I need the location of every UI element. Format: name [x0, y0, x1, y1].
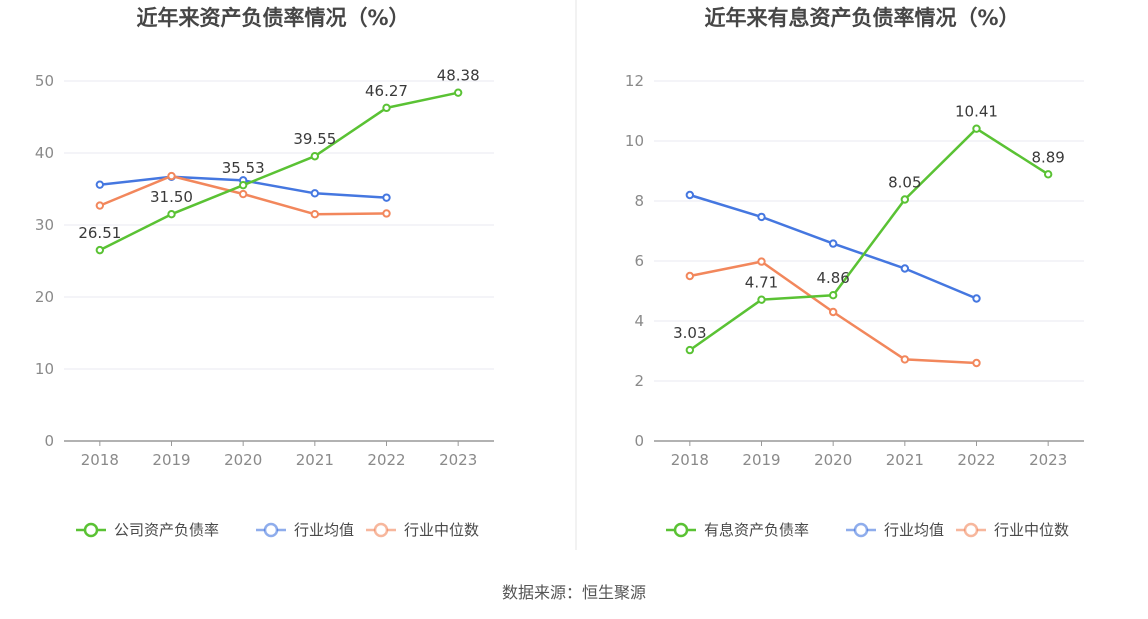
- legend-label: 行业中位数: [994, 521, 1069, 539]
- data-label: 10.41: [955, 103, 998, 121]
- data-point-company: [900, 195, 910, 204]
- data-label: 39.55: [293, 130, 336, 148]
- series-layer: [95, 88, 463, 255]
- x-tick-label: 2023: [1029, 451, 1067, 469]
- y-tick-label: 30: [35, 216, 54, 234]
- y-axis-ticks: 0 10 20 30 40 50: [35, 72, 54, 450]
- legend-marker-icon: [263, 522, 279, 538]
- x-tick-label: 2019: [152, 451, 190, 469]
- y-tick-label: 6: [634, 252, 644, 270]
- data-point-industry_avg: [310, 189, 320, 198]
- data-point-company: [828, 291, 838, 300]
- data-point-company: [382, 103, 391, 113]
- data-point-industry_median: [972, 358, 981, 368]
- x-tick-label: 2022: [367, 451, 405, 469]
- legend-marker-icon: [963, 522, 979, 538]
- x-tick-label: 2020: [814, 451, 852, 469]
- x-tick-label: 2021: [296, 451, 334, 469]
- y-tick-label: 12: [625, 72, 644, 90]
- y-tick-label: 0: [634, 432, 644, 450]
- grid-lines: [654, 80, 1084, 382]
- data-point-industry_median: [95, 201, 105, 210]
- legend-label: 行业均值: [884, 521, 944, 539]
- x-tick-label: 2018: [671, 451, 709, 469]
- data-point-company: [453, 88, 463, 97]
- legend-label: 行业中位数: [404, 521, 479, 539]
- data-point-company: [685, 345, 695, 355]
- data-label: 4.86: [816, 269, 849, 287]
- legend-label: 有息资产负债率: [704, 521, 809, 539]
- series-layer: [685, 124, 1053, 368]
- data-label: 3.03: [673, 324, 706, 342]
- legend-marker-icon: [83, 522, 99, 538]
- x-tick-label: 2022: [957, 451, 995, 469]
- y-tick-label: 40: [35, 144, 54, 162]
- y-tick-label: 10: [625, 132, 644, 150]
- data-label: 8.89: [1031, 148, 1064, 166]
- data-label: 8.05: [888, 174, 921, 192]
- y-axis-ticks: 0 2 4 6 8 10 12: [625, 72, 644, 450]
- legend: 公司资产负债率 行业均值 行业中位数: [76, 521, 479, 539]
- data-point-industry_median: [238, 189, 248, 199]
- y-tick-label: 20: [35, 288, 54, 306]
- data-label: 46.27: [365, 82, 408, 100]
- x-tick-label: 2023: [439, 451, 477, 469]
- data-point-industry_median: [382, 209, 391, 218]
- y-tick-label: 8: [634, 192, 644, 210]
- x-tick-label: 2018: [81, 451, 119, 469]
- y-tick-label: 2: [634, 372, 644, 390]
- data-point-industry_median: [828, 307, 838, 317]
- chart-title: 近年来资产负债率情况（%）: [136, 6, 409, 30]
- legend-label: 公司资产负债率: [114, 521, 219, 539]
- data-point-company: [757, 295, 766, 304]
- legend-marker-icon: [673, 522, 689, 538]
- data-point-industry_median: [167, 171, 176, 181]
- data-point-industry_avg: [757, 212, 766, 222]
- y-tick-label: 50: [35, 72, 54, 90]
- x-tick-label: 2021: [886, 451, 924, 469]
- series-line-company: [99, 91, 459, 252]
- data-point-industry_avg: [972, 294, 981, 303]
- data-label: 35.53: [222, 159, 265, 177]
- x-axis: 2018 2019 2020 2021 2022 2023: [64, 440, 494, 469]
- data-point-industry_avg: [95, 180, 105, 189]
- data-label: 31.50: [150, 188, 193, 206]
- data-label: 48.38: [437, 67, 480, 85]
- data-point-company: [95, 245, 105, 255]
- data-point-industry_median: [685, 271, 695, 281]
- data-point-industry_median: [757, 257, 766, 266]
- data-point-industry_avg: [685, 190, 695, 200]
- data-point-industry_median: [900, 355, 910, 364]
- data-point-company: [972, 124, 981, 133]
- legend: 有息资产负债率 行业均值 行业中位数: [666, 521, 1069, 539]
- data-label: 4.71: [745, 274, 778, 292]
- x-tick-label: 2019: [742, 451, 780, 469]
- data-point-industry_avg: [828, 239, 838, 248]
- data-point-company: [167, 210, 176, 219]
- legend-label: 行业均值: [294, 521, 354, 539]
- y-tick-label: 0: [44, 432, 54, 450]
- data-point-industry_avg: [382, 193, 391, 202]
- y-tick-label: 10: [35, 360, 54, 378]
- data-label: 26.51: [78, 224, 121, 242]
- chart-title: 近年来有息资产负债率情况（%）: [704, 6, 1019, 30]
- data-labels: 26.51 31.50 35.53 39.55 46.27 48.38: [78, 67, 479, 242]
- data-point-industry_median: [310, 210, 320, 219]
- legend-marker-icon: [853, 522, 869, 538]
- y-tick-label: 4: [634, 312, 644, 330]
- grid-lines: [64, 80, 494, 370]
- data-labels: 3.03 4.71 4.86 8.05 10.41 8.89: [673, 103, 1065, 342]
- data-source: 数据来源：恒生聚源: [502, 583, 646, 602]
- x-tick-label: 2020: [224, 451, 262, 469]
- data-point-company: [310, 152, 320, 161]
- series-line-company: [689, 127, 1049, 352]
- data-point-company: [1043, 170, 1053, 179]
- data-point-company: [238, 180, 248, 190]
- x-axis: 2018 2019 2020 2021 2022 2023: [654, 440, 1084, 469]
- data-point-industry_avg: [900, 264, 910, 273]
- legend-marker-icon: [373, 522, 389, 538]
